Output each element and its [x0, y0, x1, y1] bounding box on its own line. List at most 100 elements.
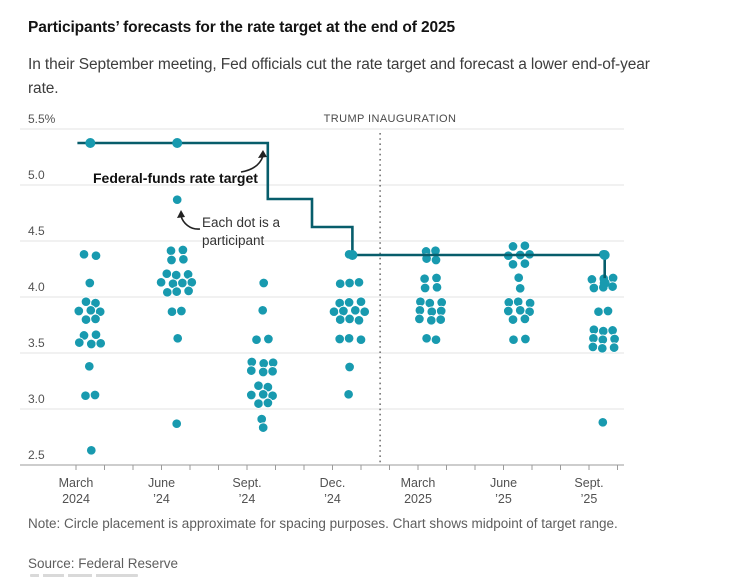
participant-dot	[74, 337, 85, 348]
participant-dot	[426, 315, 437, 326]
participant-dot	[507, 259, 519, 270]
x-tick-month: Sept.	[232, 476, 262, 490]
y-axis-tick-label: 4.0	[28, 280, 45, 294]
participant-dot	[80, 296, 92, 307]
participant-dot	[334, 333, 345, 345]
participant-dot	[597, 417, 609, 428]
participant-dot	[94, 306, 106, 317]
participant-dot	[588, 324, 600, 335]
participant-dot	[80, 314, 92, 325]
x-tick-year: 2025	[404, 492, 432, 506]
chart-source: Source: Federal Reserve	[28, 556, 179, 571]
target-line	[77, 141, 606, 283]
each-dot-annotation-line2: participant	[202, 233, 265, 248]
x-tick-month: Sept.	[574, 476, 604, 490]
participant-dot	[246, 389, 257, 401]
participant-dot	[350, 305, 361, 316]
participant-dot	[520, 333, 531, 345]
participant-dot	[513, 272, 524, 283]
participant-dot	[253, 380, 264, 391]
target-line-marker-dot	[347, 250, 358, 260]
cropped-credit-line	[30, 574, 138, 577]
participant-dot	[176, 305, 187, 317]
participant-dot	[258, 277, 269, 289]
x-tick-year: 2024	[62, 492, 90, 506]
x-tick-month: June	[489, 476, 518, 490]
participant-dot	[512, 296, 524, 307]
target-line-marker-dot	[599, 278, 610, 288]
participant-dot	[253, 398, 264, 409]
participant-dot	[251, 334, 262, 345]
participant-dot	[155, 277, 167, 288]
participant-dot	[262, 397, 274, 409]
participant-dot	[587, 341, 599, 353]
chart-note: Note: Circle placement is approximate fo…	[28, 516, 618, 531]
participant-dot	[171, 286, 182, 297]
participant-dot	[414, 305, 426, 316]
x-tick-year: ’24	[238, 492, 256, 506]
participant-dot	[435, 305, 447, 317]
participant-dot	[90, 313, 101, 325]
participant-dot	[431, 272, 442, 284]
x-axis-tick-label: March 2024	[59, 475, 94, 507]
page-title: Participants’ forecasts for the rate tar…	[28, 19, 456, 36]
participant-dot	[166, 306, 178, 317]
y-axis-tick-label: 5.5%	[28, 112, 56, 126]
participant-dot	[162, 287, 173, 298]
participant-dot	[178, 254, 189, 265]
participant-dot	[503, 297, 515, 308]
participant-dot	[597, 343, 608, 354]
participant-dot	[344, 277, 355, 289]
participant-dot	[508, 334, 519, 345]
participant-dot	[519, 240, 531, 251]
participant-dot	[78, 249, 90, 260]
participant-dot	[263, 333, 274, 345]
target-line-marker-dot	[85, 138, 96, 148]
participant-dot	[597, 334, 609, 345]
participant-dot	[166, 254, 177, 266]
participant-dot	[607, 325, 618, 336]
participant-dot	[246, 356, 258, 368]
y-axis-tick-label: 5.0	[28, 168, 45, 182]
participant-dot	[424, 297, 436, 309]
participant-dot	[183, 285, 194, 297]
participant-dot	[86, 338, 97, 350]
participant-dot	[355, 296, 367, 307]
rate-target-arrowhead	[258, 150, 267, 158]
participant-dot	[267, 357, 279, 368]
participant-dot	[507, 241, 519, 252]
participant-dot	[588, 282, 600, 294]
x-tick-year: ’25	[495, 492, 512, 506]
x-tick-month: June	[147, 476, 176, 490]
x-tick-year: ’25	[580, 492, 598, 506]
participant-dot	[524, 306, 535, 317]
participant-dot	[95, 338, 106, 349]
participant-dot	[84, 277, 96, 289]
participant-dot	[353, 277, 365, 288]
participant-dot	[593, 306, 604, 317]
participant-dot	[89, 389, 101, 401]
participant-dot	[267, 390, 278, 401]
participant-dot	[359, 306, 370, 317]
participant-dot	[353, 315, 365, 326]
participant-dot	[507, 314, 519, 325]
participant-dot	[419, 273, 430, 284]
target-line-marker-dot	[599, 250, 610, 260]
participant-dot	[257, 366, 269, 378]
participant-dot	[414, 313, 425, 325]
participant-dot	[436, 297, 447, 308]
rate-target-annotation: Federal-funds rate target	[93, 170, 258, 186]
participant-dot	[514, 283, 526, 294]
y-axis-tick-label: 4.5	[28, 224, 45, 238]
x-tick-month: Dec.	[319, 476, 346, 490]
participant-dot	[177, 244, 189, 256]
participant-dot	[426, 306, 438, 317]
participant-dot	[602, 305, 614, 317]
participant-dot	[435, 314, 446, 325]
y-axis-tick-label: 3.0	[28, 392, 45, 406]
each-dot-annotation-line1: Each dot is a	[202, 215, 281, 230]
dot-plot-chart	[20, 128, 624, 470]
participant-dot	[598, 325, 609, 337]
x-axis-tick-label: March 2025	[401, 475, 436, 507]
